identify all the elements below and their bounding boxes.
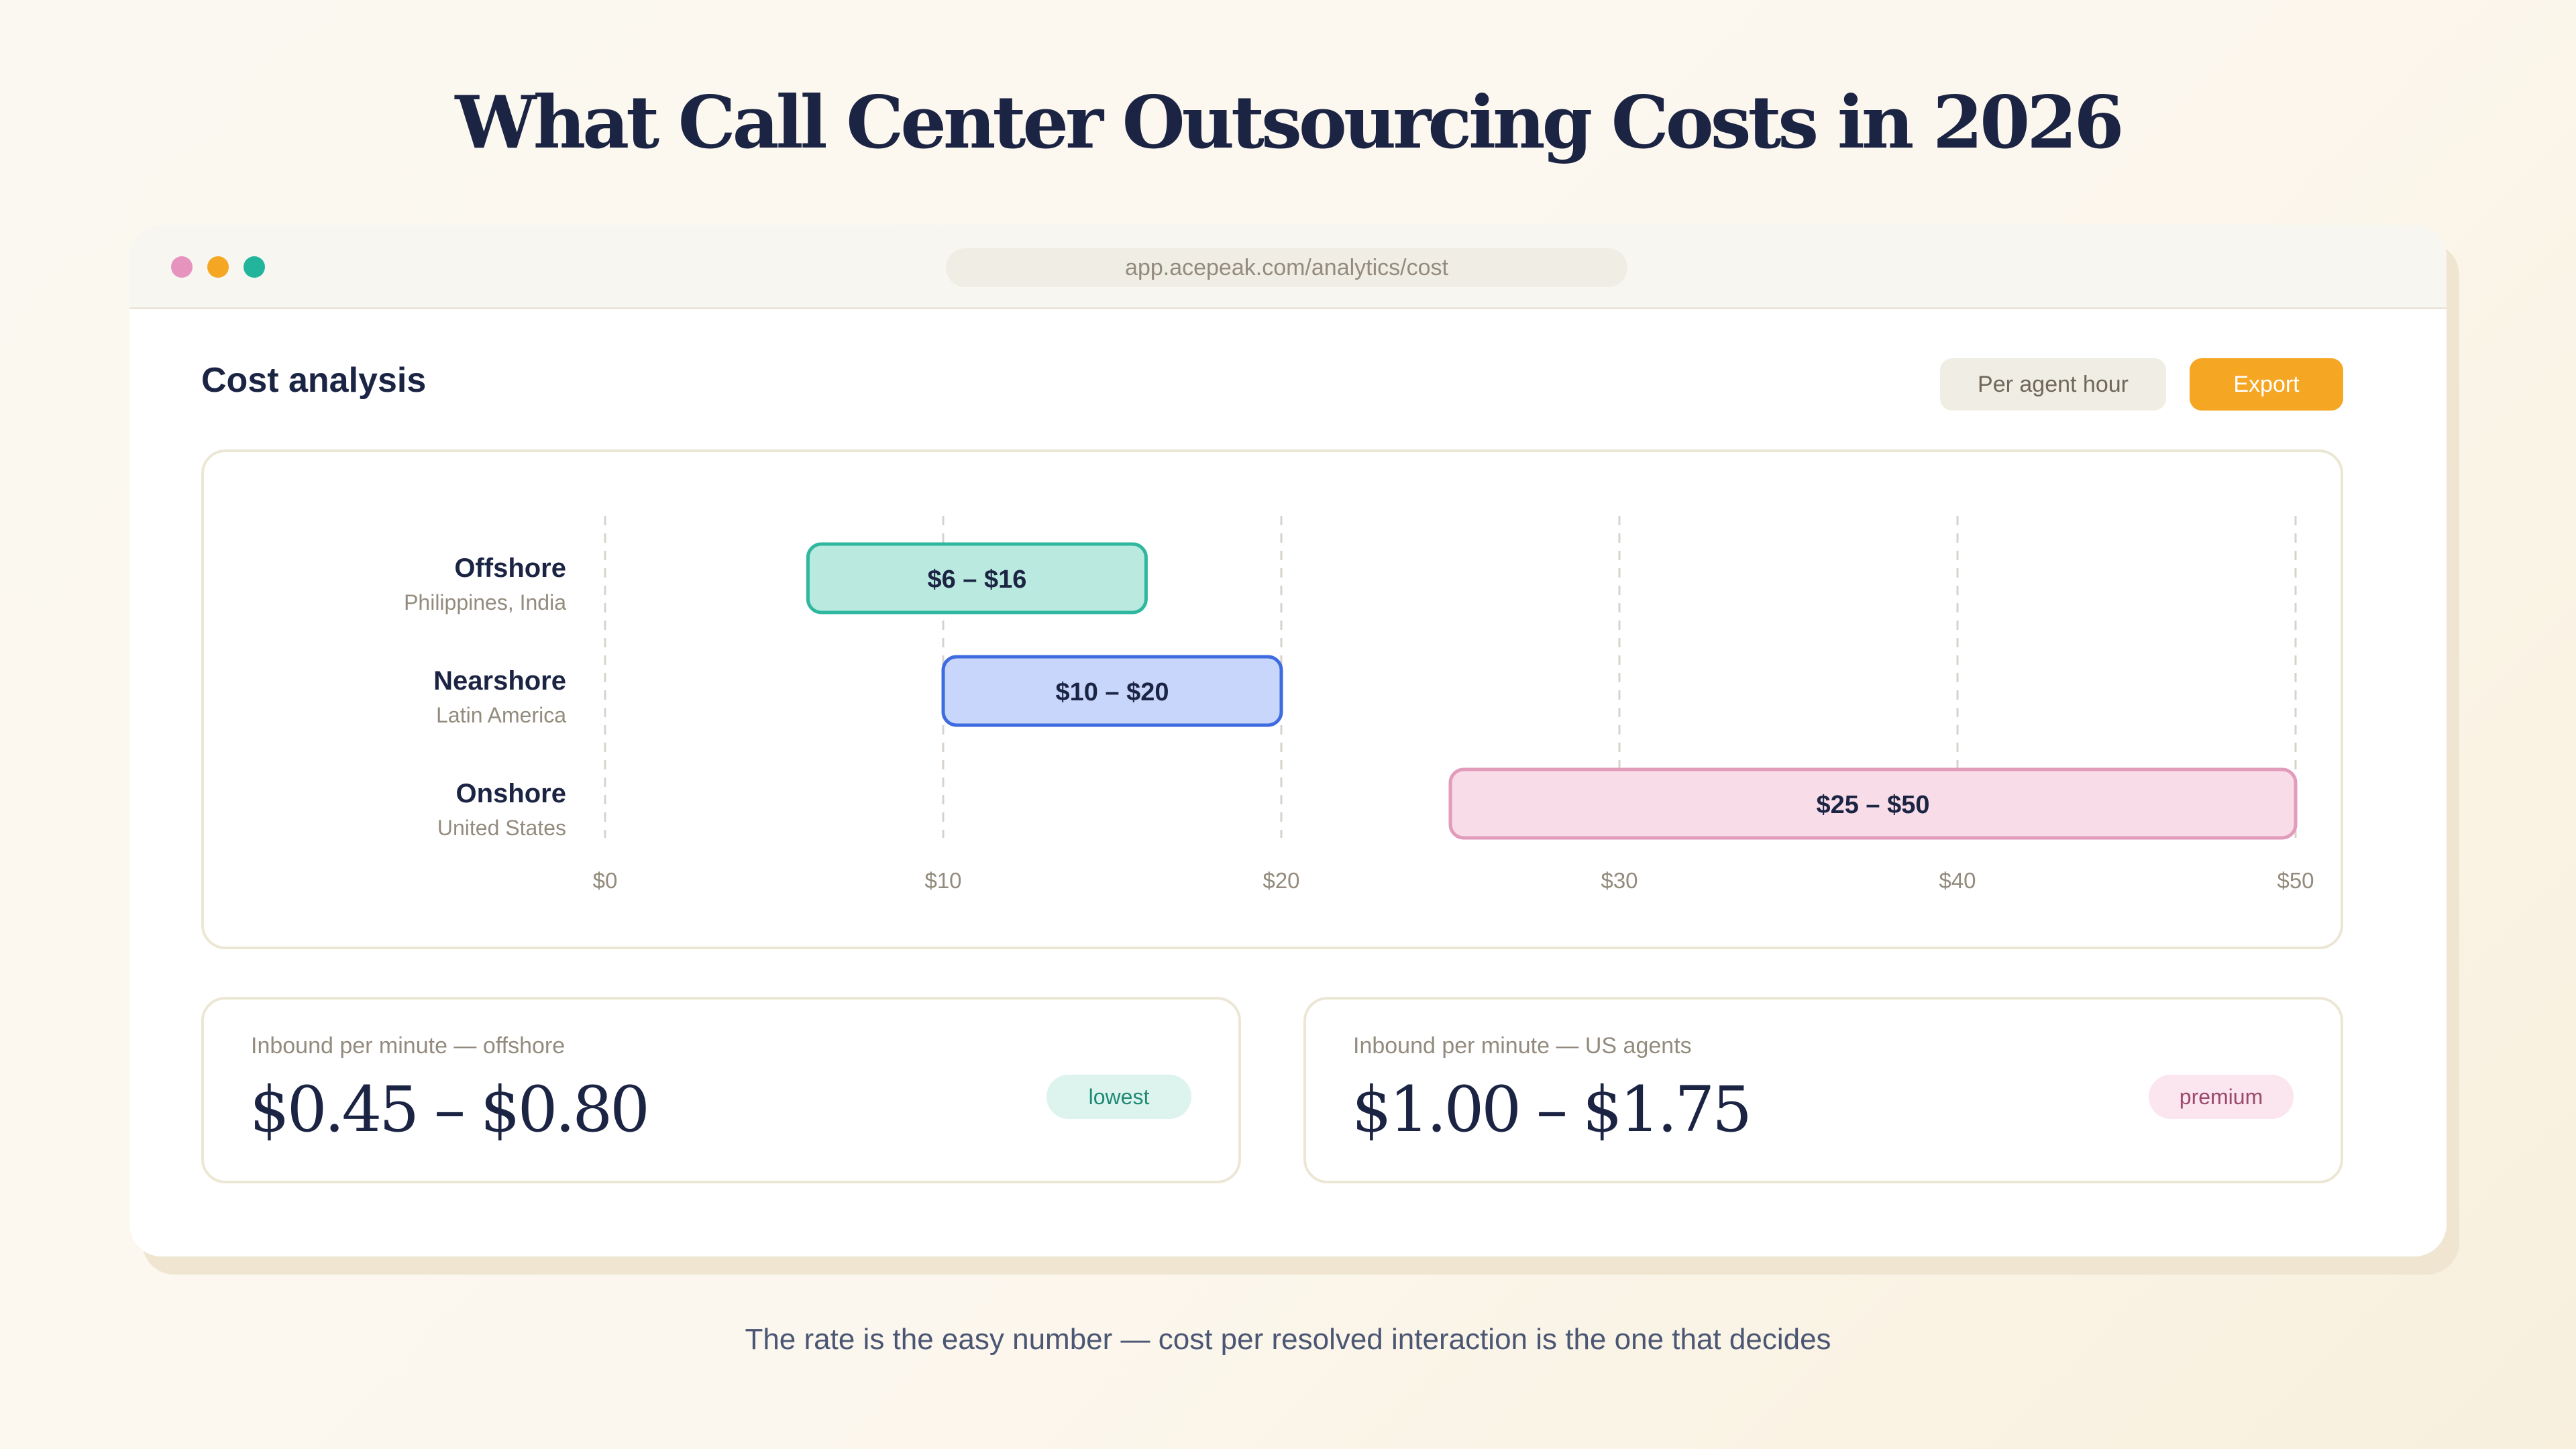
x-tick-label: $0 — [593, 868, 618, 893]
stat-label: Inbound per minute — US agents — [1353, 1033, 1692, 1059]
x-tick-label: $30 — [1601, 868, 1638, 893]
stat-label: Inbound per minute — offshore — [251, 1033, 566, 1059]
section-title: Cost analysis — [201, 361, 427, 400]
category-region-label: United States — [437, 816, 566, 840]
export-button[interactable]: Export — [2190, 358, 2343, 411]
range-bar-label: $10 – $20 — [1055, 678, 1169, 706]
address-bar[interactable]: app.acepeak.com/analytics/cost — [946, 248, 1627, 287]
minimize-window-icon[interactable] — [207, 256, 229, 278]
footer-caption: The rate is the easy number — cost per r… — [745, 1323, 1831, 1356]
close-window-icon[interactable] — [171, 256, 193, 278]
range-bar — [1448, 767, 2298, 840]
category-label: Onshore — [456, 779, 566, 808]
cost-range-chart: $0 $10 $20 $30 $40 $50 Offshore Philippines, In… — [404, 516, 2314, 893]
status-badge-premium: premium — [2149, 1075, 2294, 1119]
x-tick-label: $50 — [2277, 868, 2314, 893]
stat-value: $1.00 – $1.75 — [1352, 1073, 1752, 1146]
maximize-window-icon[interactable] — [244, 256, 265, 278]
category-label: Nearshore — [433, 666, 566, 696]
range-bar — [941, 655, 1283, 727]
x-tick-label: $10 — [924, 868, 961, 893]
range-bar-label: $6 – $16 — [927, 566, 1026, 594]
stat-value: $0.45 – $0.80 — [250, 1073, 650, 1146]
x-tick-label: $40 — [1939, 868, 1976, 893]
status-badge-lowest: lowest — [1046, 1075, 1191, 1119]
browser-window: app.acepeak.com/analytics/cost Cost anal… — [129, 225, 2447, 1256]
x-tick-label: $20 — [1263, 868, 1299, 893]
unit-toggle-button[interactable]: Per agent hour — [1940, 358, 2166, 411]
category-label: Offshore — [454, 553, 566, 583]
page-title: What Call Center Outsourcing Costs in 20… — [455, 80, 2124, 165]
range-bar-label: $25 – $50 — [1816, 791, 1929, 819]
stat-card-offshore: Inbound per minute — offshore $0.45 – $0… — [201, 997, 1241, 1183]
category-region-label: Philippines, India — [404, 590, 566, 614]
stat-card-us-agents: Inbound per minute — US agents $1.00 – $… — [1303, 997, 2343, 1183]
range-chart-card: $0 $10 $20 $30 $40 $50 Offshore Philippines, In… — [201, 449, 2343, 949]
category-region-label: Latin America — [436, 703, 566, 727]
window-titlebar: app.acepeak.com/analytics/cost — [129, 225, 2447, 309]
range-bar — [806, 542, 1148, 614]
